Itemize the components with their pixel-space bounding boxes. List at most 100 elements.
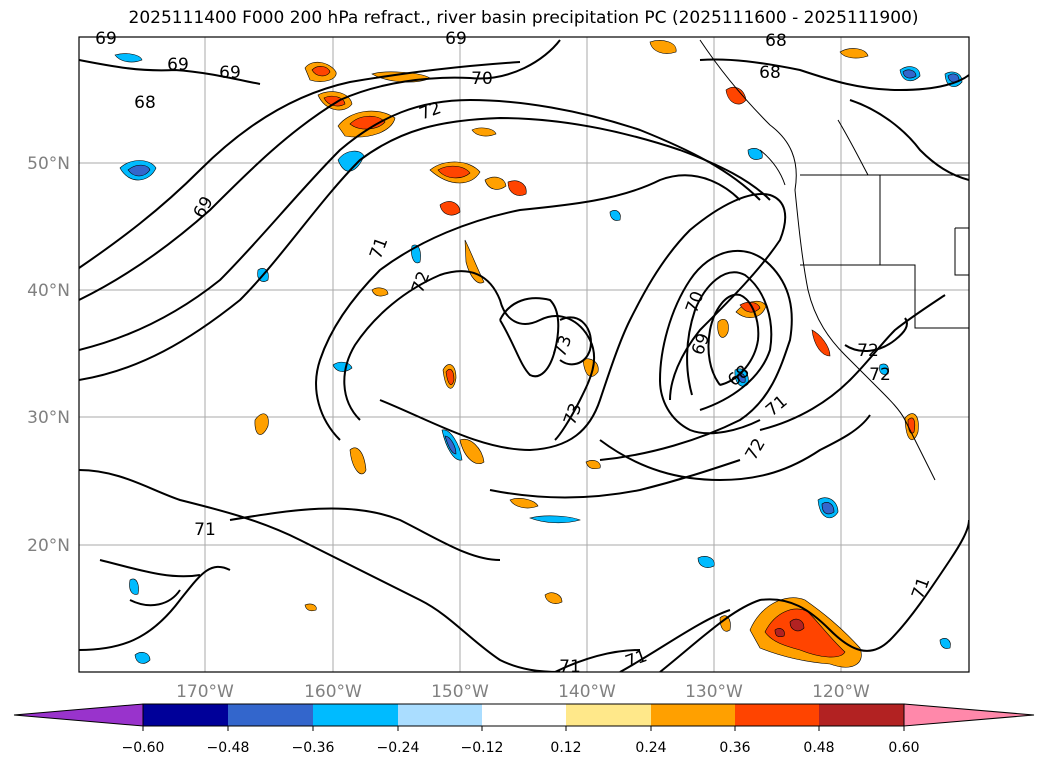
precip-patch	[529, 515, 581, 524]
colorbar-tick-label: −0.36	[292, 740, 335, 756]
contour-line	[699, 58, 969, 92]
contour-line	[79, 98, 761, 351]
lon-label: 160°W	[304, 682, 362, 702]
precip-patch	[544, 592, 563, 604]
precip-patch	[821, 502, 835, 515]
map-area	[79, 37, 969, 672]
contour-line	[559, 316, 592, 366]
precip-patch	[737, 373, 746, 383]
colorbar-tick-label: 0.60	[888, 740, 919, 756]
contour-label: 71	[559, 657, 581, 677]
contour-line	[759, 294, 946, 431]
precip-patches	[114, 40, 963, 668]
lon-label: 130°W	[685, 682, 743, 702]
contour-line	[129, 589, 181, 607]
precip-patch	[507, 180, 527, 196]
precip-patch	[811, 329, 831, 357]
precip-patch	[609, 210, 621, 221]
contour-line	[79, 469, 561, 672]
lat-label: 40°N	[27, 281, 70, 301]
contour-line	[599, 249, 793, 461]
precip-patch	[114, 53, 143, 63]
precip-patch	[304, 603, 317, 612]
precip-patch	[471, 127, 497, 137]
contour-label: 68	[765, 31, 787, 51]
precip-patch	[697, 556, 715, 568]
colorbar-frame	[142, 703, 905, 727]
precip-patch	[484, 176, 507, 190]
precip-patch	[747, 148, 763, 160]
contour-label: 72	[869, 365, 891, 385]
precip-patch	[764, 608, 846, 658]
colorbar-tick-label: 0.12	[550, 740, 581, 756]
contour-line	[619, 609, 731, 672]
contour-line	[79, 565, 231, 651]
colorbar-segment	[651, 704, 735, 726]
precip-patch	[311, 66, 331, 77]
colorbar-ticks: −0.60 −0.48 −0.36 −0.24 −0.12 0.12 0.24 0.36 0.4…	[122, 726, 920, 756]
precip-patch	[717, 319, 729, 338]
colorbar-tick-label: −0.12	[461, 740, 504, 756]
contour-line	[99, 559, 201, 578]
contour-label: 68	[759, 63, 781, 83]
coastlines	[699, 39, 969, 481]
precip-patch	[585, 460, 601, 470]
colorbar	[13, 703, 1035, 727]
precip-patch	[349, 115, 386, 130]
lon-label: 120°W	[812, 682, 870, 702]
lon-label: 170°W	[176, 682, 234, 702]
lat-label: 50°N	[27, 154, 70, 174]
contour-line	[849, 99, 969, 181]
precip-patch	[254, 413, 269, 435]
lat-label: 30°N	[27, 408, 70, 428]
precip-patch	[509, 498, 539, 509]
colorbar-segment	[819, 704, 904, 726]
colorbar-extend-high	[903, 703, 1035, 727]
contours	[79, 39, 969, 672]
contour-line	[844, 317, 908, 352]
lat-label: 20°N	[27, 536, 70, 556]
precip-patch	[437, 165, 471, 179]
colorbar-segment	[143, 704, 228, 726]
precip-patch	[719, 615, 731, 632]
colorbar-extend-low	[13, 703, 144, 727]
colorbar-tick-label: 0.36	[719, 740, 750, 756]
contour-line	[79, 39, 561, 301]
contour-label: 69	[219, 63, 241, 83]
precip-patch	[444, 435, 457, 455]
contour-line	[659, 519, 969, 672]
precip-patch	[127, 164, 151, 177]
precip-patch	[459, 438, 485, 464]
lon-labels: 170°W 160°W 150°W 140°W 130°W 120°W	[176, 682, 870, 702]
precip-patch	[349, 447, 367, 475]
map-frame	[78, 36, 970, 673]
contour-line	[79, 61, 521, 269]
precip-patch	[323, 95, 346, 107]
colorbar-tick-label: 0.24	[635, 740, 666, 756]
precip-patch	[789, 618, 805, 632]
contour-label: 70	[471, 69, 493, 89]
figure-title: 2025111400 F000 200 hPa refract., river …	[128, 8, 919, 28]
precip-patch	[739, 301, 761, 313]
lat-labels: 50°N 40°N 30°N 20°N	[27, 154, 70, 556]
contour-line	[229, 507, 501, 561]
colorbar-tick-label: −0.48	[207, 740, 250, 756]
precip-patch	[129, 578, 139, 595]
precip-patch	[439, 201, 461, 216]
precip-patch	[134, 651, 151, 664]
colorbar-segment	[398, 704, 482, 726]
contour-label: 72	[857, 341, 879, 361]
contour-label: 69	[167, 55, 189, 75]
contour-line	[489, 459, 741, 499]
precip-patch	[839, 48, 869, 59]
colorbar-segment	[228, 704, 313, 726]
contour-line	[599, 414, 871, 482]
contour-line	[686, 271, 773, 411]
precip-patch	[939, 638, 951, 649]
contour-line	[707, 293, 760, 386]
precip-patch	[649, 40, 677, 54]
colorbar-segment	[482, 704, 566, 726]
contour-label: 69	[445, 29, 467, 49]
